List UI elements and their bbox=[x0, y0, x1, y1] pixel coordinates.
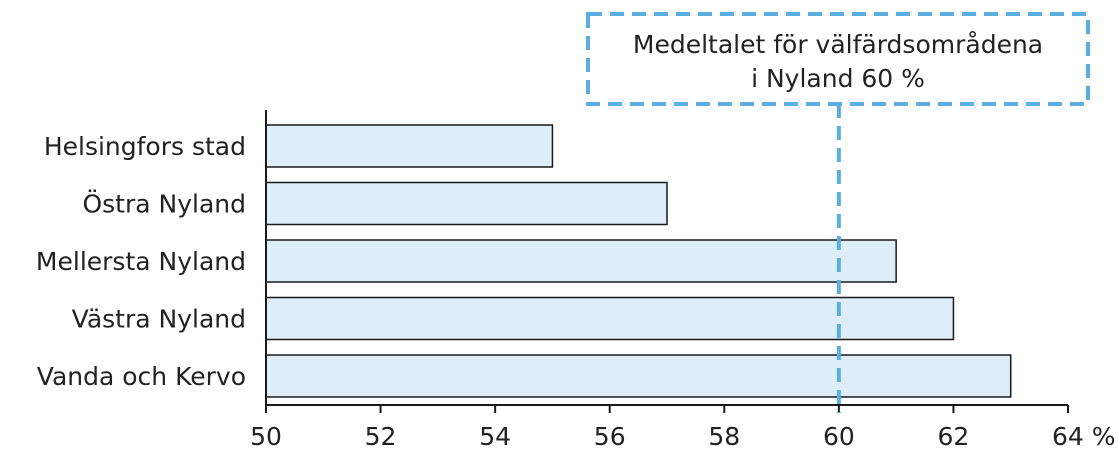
category-labels: Helsingfors stad Östra Nyland Mellersta Ny… bbox=[36, 132, 246, 391]
category-label-1: Östra Nyland bbox=[82, 190, 246, 219]
bar-1 bbox=[265, 181, 668, 226]
average-annotation-box bbox=[586, 12, 1090, 106]
x-axis-ticks: 50 52 54 56 58 60 62 64 % bbox=[250, 405, 1116, 449]
category-label-4: Vanda och Kervo bbox=[37, 362, 246, 391]
bar-3 bbox=[265, 296, 955, 341]
average-annotation-line2: i Nyland 60 % bbox=[751, 64, 925, 93]
bars-group bbox=[265, 124, 1012, 398]
average-annotation-line1: Medeltalet för välfärdsområdena bbox=[633, 30, 1043, 59]
bar-4 bbox=[265, 354, 1012, 398]
x-tick-label-1: 52 bbox=[365, 422, 397, 449]
x-tick-label-5: 60 bbox=[823, 422, 855, 449]
bar-0 bbox=[265, 124, 554, 168]
category-label-0: Helsingfors stad bbox=[44, 132, 246, 161]
x-tick-label-4: 58 bbox=[708, 422, 740, 449]
x-tick-label-0: 50 bbox=[250, 422, 282, 449]
x-tick-label-6: 62 bbox=[938, 422, 970, 449]
x-tick-label-3: 56 bbox=[594, 422, 626, 449]
category-label-3: Västra Nyland bbox=[72, 305, 246, 334]
bar-2 bbox=[265, 239, 897, 283]
x-tick-label-7: 64 % bbox=[1052, 422, 1116, 449]
category-label-2: Mellersta Nyland bbox=[36, 247, 246, 276]
x-tick-label-2: 54 bbox=[479, 422, 511, 449]
